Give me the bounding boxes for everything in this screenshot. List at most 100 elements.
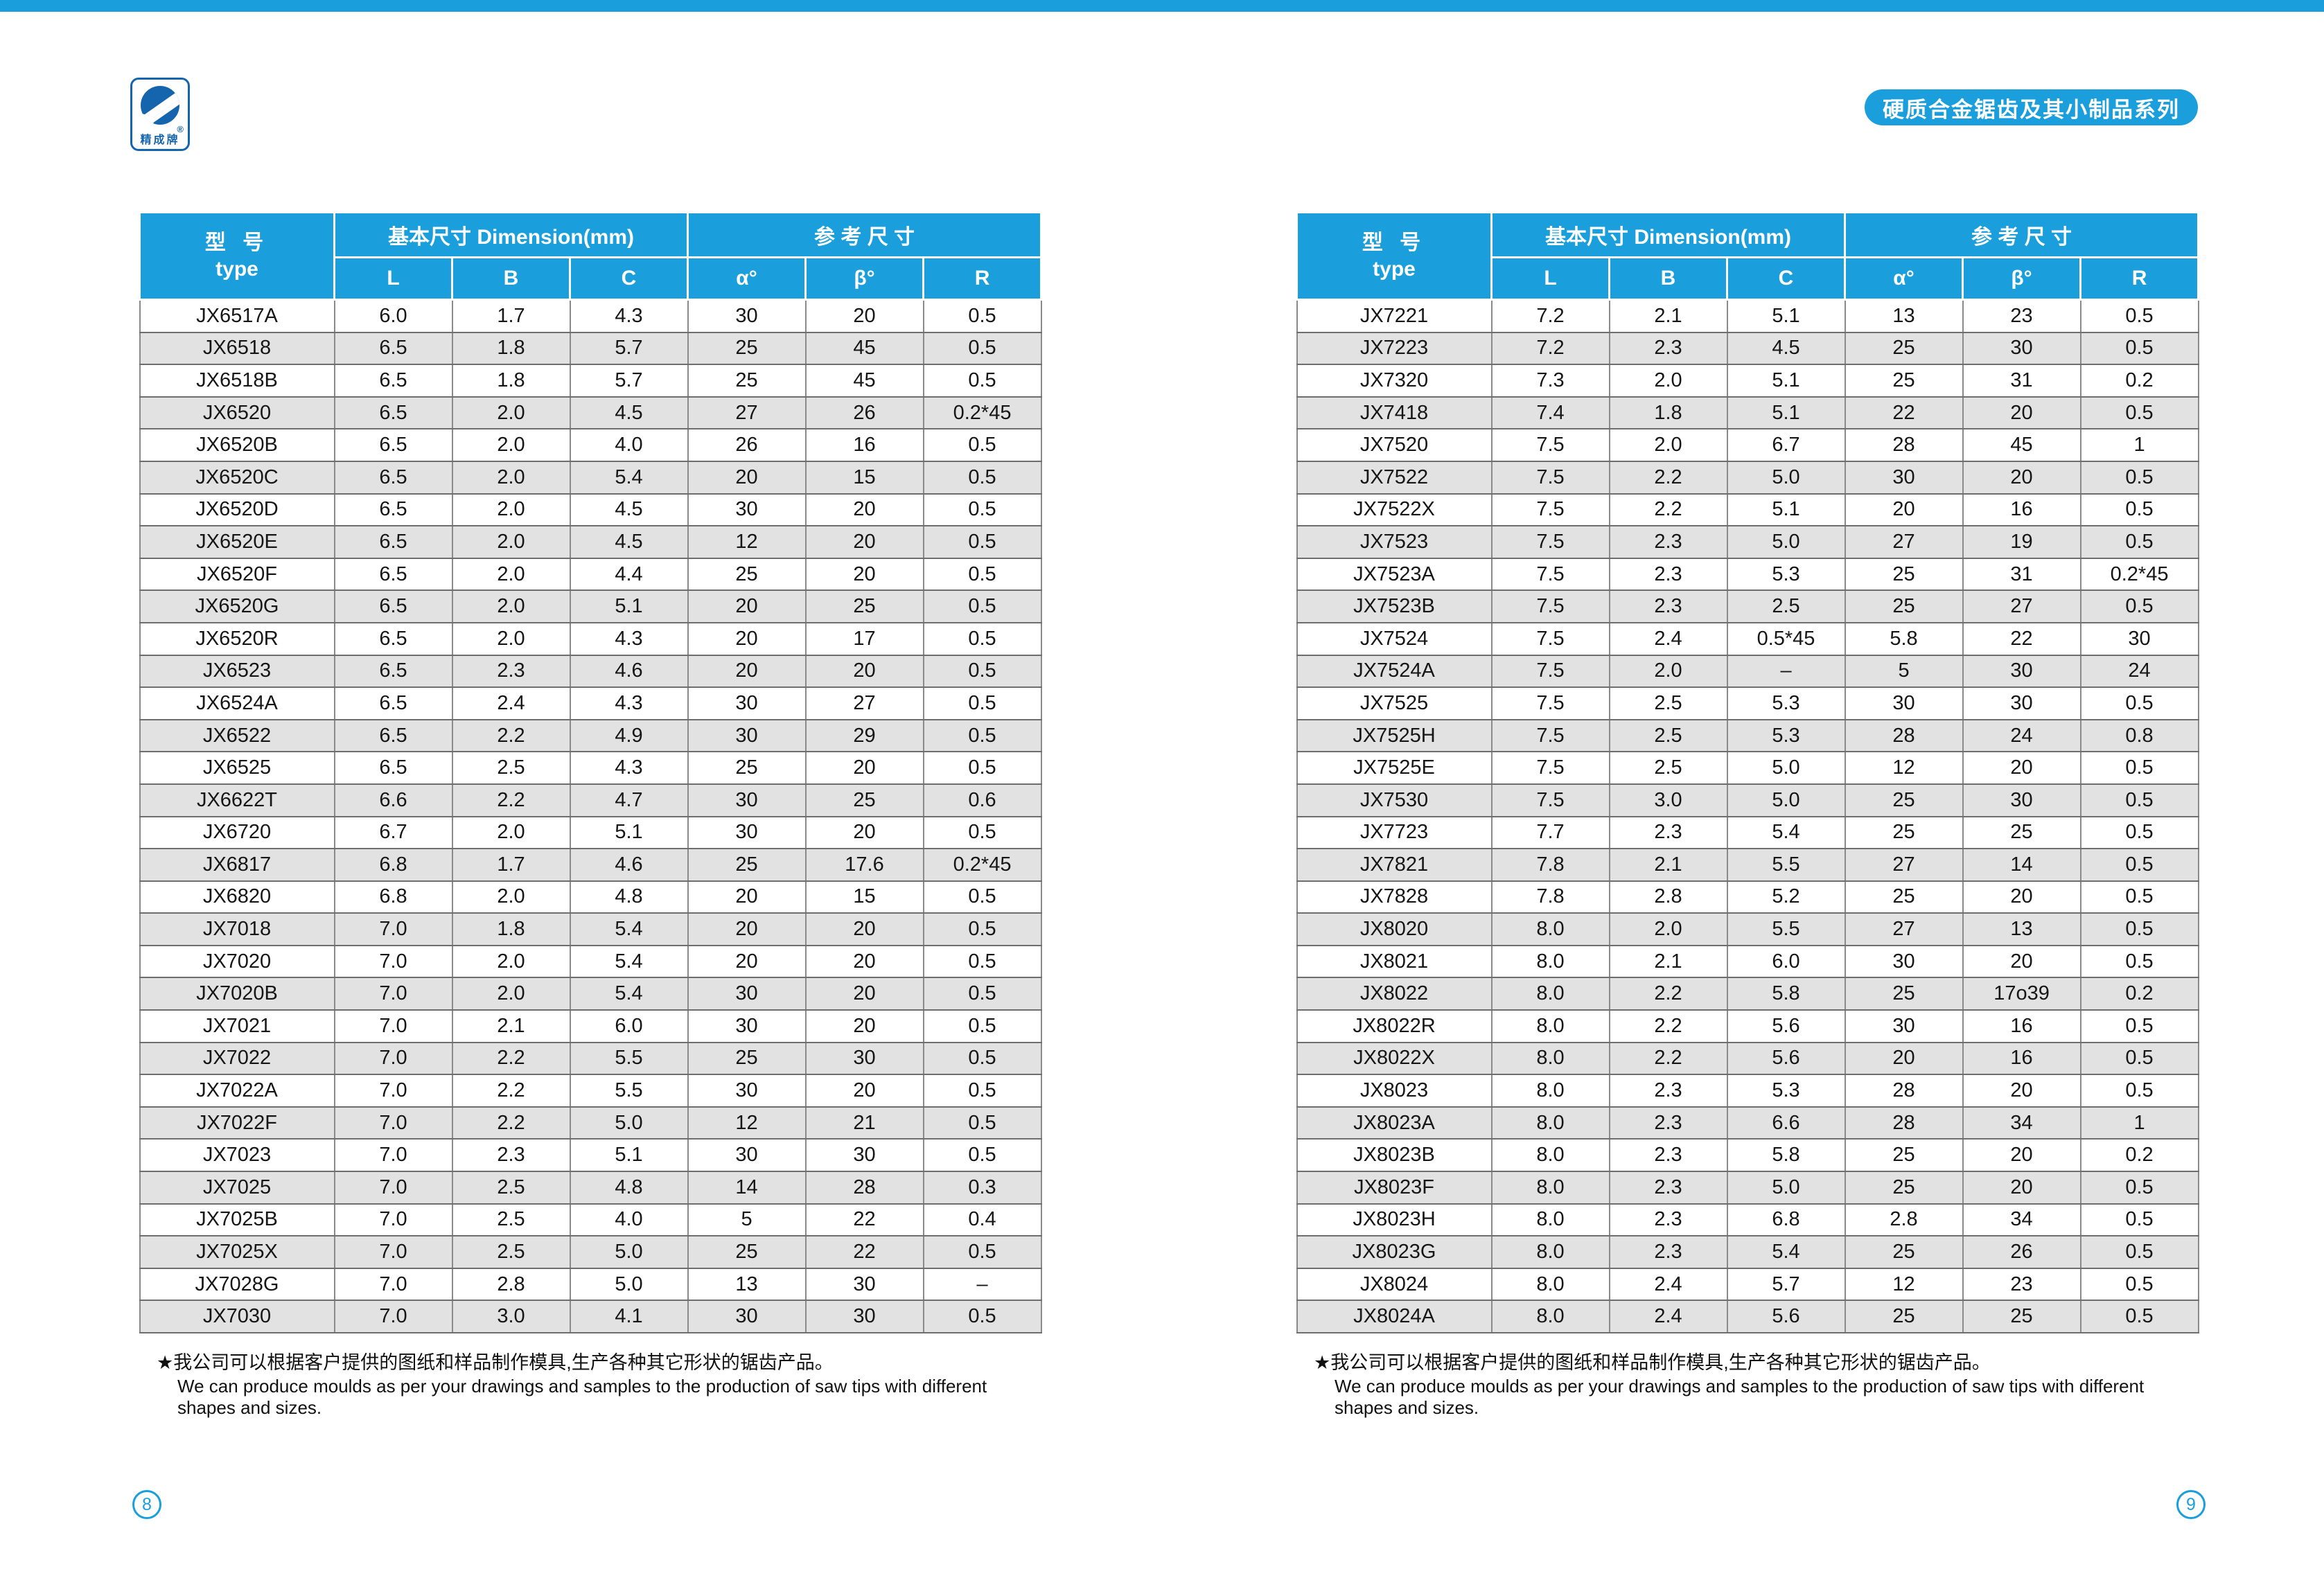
value-cell: 2.3 (1608, 1203, 1728, 1237)
value-cell: 20 (687, 621, 807, 656)
value-cell: 5 (687, 1203, 807, 1237)
value-cell: 7.5 (1490, 751, 1610, 785)
value-cell: 28 (1844, 428, 1964, 462)
value-cell: 4.3 (569, 751, 689, 785)
type-cell: JX6518B (139, 364, 335, 398)
value-cell: 0.4 (922, 1203, 1042, 1237)
table-row: JX6520F 6.5 2.0 4.4 25 20 0.5 (139, 557, 1042, 592)
value-cell: 7.0 (333, 1203, 453, 1237)
value-cell: 0.2*45 (2079, 557, 2199, 592)
value-cell: 4.9 (569, 718, 689, 753)
value-cell: 5.4 (1726, 815, 1846, 850)
value-cell: 12 (687, 1106, 807, 1140)
value-cell: 23 (1962, 1267, 2081, 1302)
value-cell: 14 (1962, 848, 2081, 882)
table-row: JX6720 6.7 2.0 5.1 30 20 0.5 (139, 815, 1042, 850)
value-cell: 2.8 (1608, 880, 1728, 914)
col-header-C: C (1725, 256, 1847, 301)
value-cell: 0.5 (2079, 1203, 2199, 1237)
value-cell: 0.3 (922, 1171, 1042, 1205)
type-cell: JX7523A (1296, 557, 1493, 592)
type-cell: JX7821 (1296, 848, 1493, 882)
value-cell: 7.5 (1490, 428, 1610, 462)
reference-group-header: 参 考 尺 寸 (1844, 211, 2200, 258)
value-cell: 5.7 (569, 364, 689, 398)
value-cell: 0.5 (922, 557, 1042, 592)
value-cell: 2.3 (1608, 331, 1728, 366)
value-cell: 2.5 (1608, 718, 1728, 753)
value-cell: 25 (1844, 1138, 1964, 1173)
value-cell: 2.2 (1608, 977, 1728, 1011)
value-cell: 6.7 (1726, 428, 1846, 462)
value-cell: 25 (1844, 1300, 1964, 1333)
type-cell: JX8022 (1296, 977, 1493, 1011)
value-cell: 5.7 (1726, 1267, 1846, 1302)
value-cell: 5.1 (1726, 364, 1846, 398)
value-cell: 28 (1844, 1106, 1964, 1140)
value-cell: 20 (687, 460, 807, 495)
value-cell: 7.5 (1490, 557, 1610, 592)
value-cell: 20 (1962, 460, 2081, 495)
type-cell: JX7523B (1296, 589, 1493, 623)
value-cell: 25 (687, 848, 807, 882)
value-cell: 0.5 (922, 331, 1042, 366)
table-row: JX6520R 6.5 2.0 4.3 20 17 0.5 (139, 621, 1042, 656)
value-cell: 4.8 (569, 1171, 689, 1205)
type-cell: JX7525E (1296, 751, 1493, 785)
value-cell: 15 (804, 880, 924, 914)
value-cell: 30 (687, 299, 807, 333)
value-cell: 2.5 (451, 1235, 571, 1269)
value-cell: 4.6 (569, 654, 689, 689)
value-cell: 20 (1962, 751, 2081, 785)
footnote-en: We can produce moulds as per your drawin… (1335, 1376, 2145, 1418)
value-cell: 30 (2079, 621, 2199, 656)
col-header-alpha: α° (1844, 256, 1964, 301)
type-cell: JX8023F (1296, 1171, 1493, 1205)
value-cell: 2.3 (1608, 1074, 1728, 1108)
value-cell: 27 (1962, 589, 2081, 623)
col-header-L: L (333, 256, 453, 301)
value-cell: 6.8 (333, 880, 453, 914)
table-row: JX6820 6.8 2.0 4.8 20 15 0.5 (139, 880, 1042, 914)
value-cell: 20 (804, 1074, 924, 1108)
value-cell: 7.5 (1490, 589, 1610, 623)
value-cell: 0.5 (2079, 396, 2199, 430)
type-cell: JX8023 (1296, 1074, 1493, 1108)
value-cell: 5.8 (1844, 621, 1964, 656)
value-cell: 2.0 (451, 977, 571, 1011)
value-cell: 5.7 (569, 331, 689, 366)
type-cell: JX6520G (139, 589, 335, 623)
value-cell: 0.5 (922, 977, 1042, 1011)
type-cell: JX8020 (1296, 912, 1493, 946)
value-cell: 0.5 (922, 1235, 1042, 1269)
value-cell: 0.5 (922, 525, 1042, 559)
value-cell: 5.0 (1726, 783, 1846, 817)
value-cell: 6.5 (333, 686, 453, 720)
value-cell: 30 (687, 977, 807, 1011)
value-cell: 1.8 (451, 364, 571, 398)
table-row: JX7520 7.5 2.0 6.7 28 45 1 (1296, 428, 2199, 462)
value-cell: 22 (804, 1203, 924, 1237)
value-cell: 20 (804, 815, 924, 850)
value-cell: 16 (1962, 493, 2081, 527)
table-row: JX7025B 7.0 2.5 4.0 5 22 0.4 (139, 1203, 1042, 1237)
value-cell: 25 (1844, 1235, 1964, 1269)
value-cell: 25 (1844, 1171, 1964, 1205)
value-cell: 4.3 (569, 299, 689, 333)
value-cell: 27 (804, 686, 924, 720)
value-cell: 25 (687, 1235, 807, 1269)
value-cell: 0.2 (2079, 977, 2199, 1011)
type-cell: JX7020 (139, 944, 335, 979)
value-cell: 7.5 (1490, 493, 1610, 527)
value-cell: 5 (1844, 654, 1964, 689)
type-cell: JX7223 (1296, 331, 1493, 366)
value-cell: 0.6 (922, 783, 1042, 817)
table-row: JX8023 8.0 2.3 5.3 28 20 0.5 (1296, 1074, 2199, 1108)
type-cell: JX6520B (139, 428, 335, 462)
value-cell: 7.5 (1490, 525, 1610, 559)
value-cell: 0.5 (922, 589, 1042, 623)
type-cell: JX7320 (1296, 364, 1493, 398)
value-cell: 17o39 (1962, 977, 2081, 1011)
value-cell: 0.5 (2079, 944, 2199, 979)
value-cell: 20 (804, 1009, 924, 1043)
